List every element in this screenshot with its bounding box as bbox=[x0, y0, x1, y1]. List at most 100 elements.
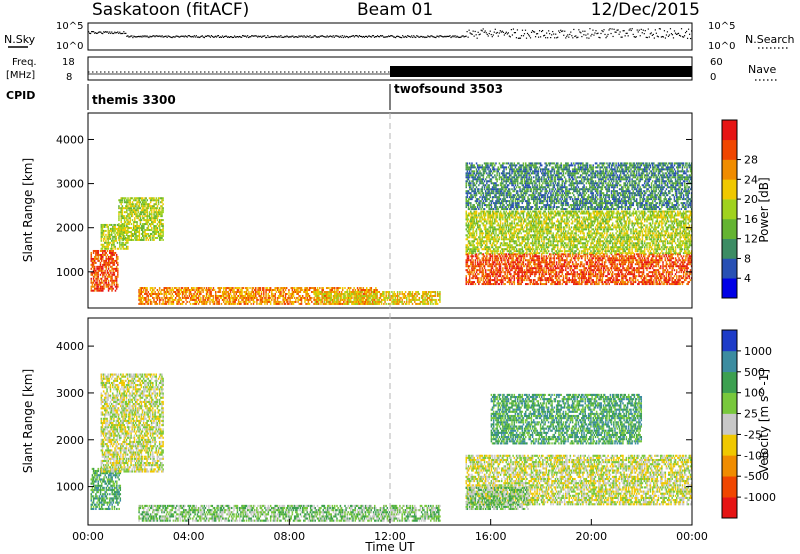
data-cell bbox=[499, 259, 502, 262]
data-cell bbox=[178, 294, 180, 297]
data-cell bbox=[630, 257, 632, 260]
data-cell bbox=[97, 259, 99, 262]
data-cell bbox=[305, 302, 307, 305]
data-cell bbox=[321, 289, 323, 292]
data-cell bbox=[273, 298, 275, 301]
data-cell bbox=[494, 281, 496, 284]
data-cell bbox=[145, 203, 147, 206]
nsky-point bbox=[670, 33, 673, 35]
nsky-point bbox=[575, 35, 577, 37]
data-cell bbox=[233, 296, 235, 299]
data-cell bbox=[155, 225, 158, 228]
data-cell bbox=[576, 271, 578, 274]
data-cell bbox=[124, 231, 127, 233]
data-cell bbox=[500, 257, 503, 260]
data-cell bbox=[403, 296, 406, 299]
data-cell bbox=[627, 261, 630, 264]
data-cell bbox=[124, 241, 127, 244]
data-cell bbox=[170, 291, 172, 293]
data-cell bbox=[519, 255, 521, 258]
data-cell bbox=[123, 247, 126, 250]
data-cell bbox=[338, 302, 341, 305]
data-cell bbox=[423, 300, 425, 303]
data-cell bbox=[333, 296, 336, 299]
beam-title: Beam 01 bbox=[357, 0, 433, 20]
data-cell bbox=[176, 293, 178, 295]
nsky-point bbox=[656, 35, 658, 37]
data-cell bbox=[520, 267, 522, 270]
data-cell bbox=[431, 291, 433, 293]
data-cell bbox=[474, 259, 477, 262]
data-cell bbox=[104, 263, 106, 266]
data-cell bbox=[565, 283, 567, 286]
data-cell bbox=[521, 271, 524, 274]
data-cell bbox=[621, 273, 623, 276]
data-cell bbox=[142, 298, 145, 301]
data-cell bbox=[575, 281, 577, 284]
data-cell bbox=[597, 255, 599, 258]
data-cell bbox=[396, 302, 399, 305]
data-cell bbox=[319, 298, 321, 301]
data-cell bbox=[288, 291, 290, 293]
data-cell bbox=[126, 209, 128, 212]
data-cell bbox=[222, 289, 225, 292]
data-cell bbox=[226, 294, 228, 297]
data-cell bbox=[549, 279, 551, 282]
data-cell bbox=[265, 298, 267, 301]
data-cell bbox=[597, 263, 599, 266]
data-cell bbox=[136, 209, 138, 212]
nsky-point bbox=[176, 35, 178, 37]
data-cell bbox=[107, 247, 110, 250]
data-cell bbox=[549, 253, 551, 256]
data-cell bbox=[145, 207, 147, 210]
data-cell bbox=[607, 279, 609, 282]
data-cell bbox=[434, 293, 437, 295]
data-cell bbox=[198, 287, 201, 290]
nsky-point bbox=[193, 35, 195, 37]
data-cell bbox=[558, 271, 560, 274]
data-cell bbox=[274, 289, 276, 292]
data-cell bbox=[595, 277, 598, 280]
data-cell bbox=[114, 277, 117, 280]
data-cell bbox=[435, 302, 438, 305]
data-cell bbox=[586, 279, 589, 282]
data-cell bbox=[560, 263, 562, 266]
data-cell bbox=[618, 275, 621, 278]
data-cell bbox=[315, 294, 318, 297]
data-cell bbox=[347, 302, 350, 305]
data-cell bbox=[300, 300, 303, 303]
data-cell bbox=[381, 291, 384, 293]
data-cell bbox=[536, 255, 538, 258]
data-cell bbox=[503, 257, 505, 260]
data-cell bbox=[534, 271, 536, 274]
data-cell bbox=[228, 294, 231, 297]
data-cell bbox=[276, 302, 279, 305]
nsky-point bbox=[184, 35, 186, 37]
data-cell bbox=[209, 300, 211, 303]
data-cell bbox=[187, 289, 190, 292]
data-cell bbox=[399, 291, 401, 293]
data-cell bbox=[297, 296, 299, 299]
data-cell bbox=[121, 217, 124, 220]
data-cell bbox=[600, 275, 602, 278]
data-cell bbox=[543, 275, 545, 278]
data-cell bbox=[360, 289, 362, 292]
nsky-point bbox=[95, 32, 97, 34]
data-cell bbox=[626, 269, 629, 272]
nsky-point bbox=[124, 32, 126, 35]
data-cell bbox=[583, 277, 585, 280]
data-cell bbox=[140, 225, 143, 228]
data-cell bbox=[95, 281, 97, 284]
data-cell bbox=[552, 279, 554, 282]
data-cell bbox=[622, 279, 624, 282]
data-cell bbox=[106, 235, 108, 238]
cpid-mode-1: themis 3300 bbox=[92, 93, 176, 107]
data-cell bbox=[378, 296, 381, 299]
data-cell bbox=[293, 300, 296, 303]
data-cell bbox=[626, 253, 629, 256]
data-cell bbox=[473, 267, 476, 270]
data-cell bbox=[152, 207, 154, 210]
data-cell bbox=[151, 221, 153, 224]
data-cell bbox=[385, 294, 387, 297]
data-cell bbox=[557, 267, 559, 270]
